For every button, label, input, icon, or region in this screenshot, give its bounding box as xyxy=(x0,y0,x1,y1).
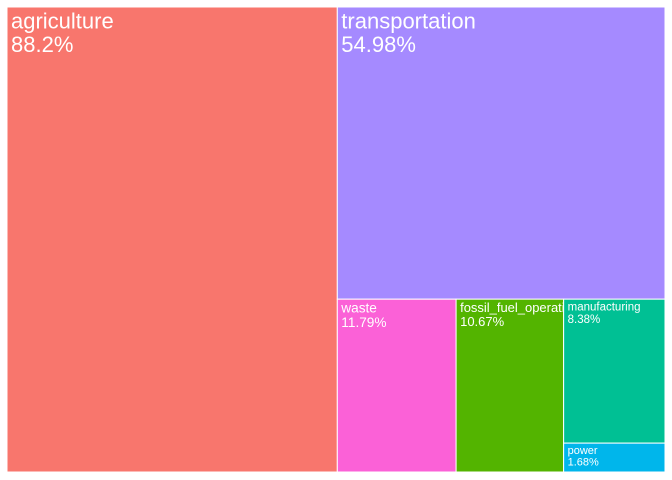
tile-name-label: manufacturing xyxy=(568,301,641,313)
tile-name-label: agriculture xyxy=(11,9,114,34)
tile-percent-label: 1.68% xyxy=(568,457,599,469)
tile-percent-label: 10.67% xyxy=(460,314,504,329)
tile-percent-label: 88.2% xyxy=(11,32,73,57)
tile-name-label: transportation xyxy=(341,9,476,34)
tile-rect xyxy=(6,6,338,473)
tile-percent-label: 11.79% xyxy=(341,315,386,330)
tile-name-label: fossil_fuel_operations xyxy=(460,300,586,315)
tile-percent-label: 54.98% xyxy=(341,32,416,57)
tile-rect xyxy=(336,6,666,300)
tile-rect xyxy=(336,298,457,473)
tile-percent-label: 8.38% xyxy=(568,314,601,326)
tile-name-label: waste xyxy=(340,301,377,316)
tile-rect xyxy=(455,298,565,473)
tile-name-label: power xyxy=(568,445,598,457)
tile-rect xyxy=(563,442,666,473)
